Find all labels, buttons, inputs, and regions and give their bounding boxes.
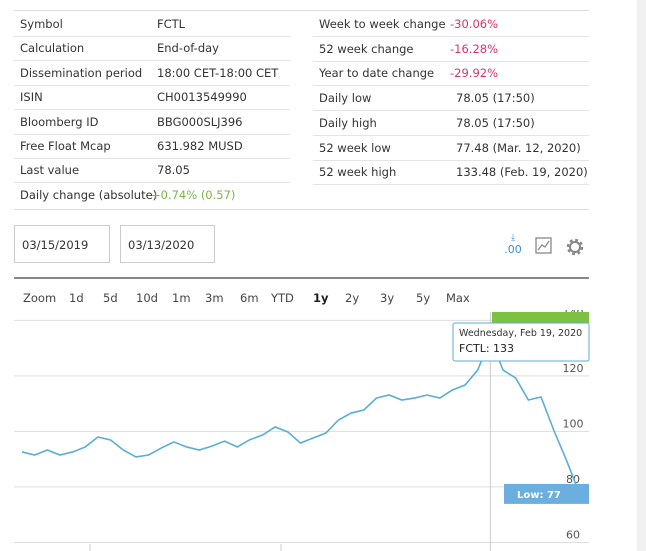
info-value: 133.48 (Feb. 19, 2020) [456, 165, 588, 180]
info-label: Dissemination period [20, 65, 143, 80]
icon-line [537, 240, 550, 251]
info-row: Daily high 78.05 (17:50) [313, 111, 589, 136]
zoom-option[interactable]: YTD [271, 291, 294, 305]
zoom-option[interactable]: 1y [313, 291, 329, 305]
tooltip-date: Wednesday, Feb 19, 2020 [459, 328, 582, 339]
info-label: Last value [20, 163, 80, 178]
info-value: 78.05 [157, 163, 190, 178]
chart-rule [14, 277, 589, 279]
zoom-option[interactable]: 5d [103, 291, 118, 305]
info-value: BBG000SLJ396 [157, 114, 243, 129]
daily-change-value: +0.74% (0.57) [151, 188, 236, 202]
info-row: ISIN CH0013549990 [14, 85, 290, 111]
tooltip-box [452, 322, 590, 362]
info-value: 78.05 (17:50) [456, 115, 535, 130]
low-label-text: Low: 77 [517, 490, 561, 501]
info-label: 52 week high [319, 165, 397, 180]
info-label: Year to date change [319, 66, 435, 81]
info-row: Calculation End-of-day [14, 36, 290, 62]
info-label: Daily low [319, 91, 372, 106]
zoom-option[interactable]: 3y [380, 291, 395, 305]
info-label: Free Float Mcap [20, 139, 111, 153]
decimals-button[interactable]: ⤓ .00 [502, 234, 524, 258]
info-label: Daily high [319, 115, 377, 130]
y-tick-label: 120 [563, 362, 584, 375]
info-row: Dissemination period 18:00 CET-18:00 CET [14, 61, 290, 86]
y-tick-label: 80 [566, 473, 580, 486]
icon-frame [535, 237, 552, 254]
info-label: 52 week low [319, 140, 391, 155]
zoom-option[interactable]: 3m [205, 291, 224, 305]
info-label: Bloomberg ID [20, 114, 99, 129]
info-value: 77.48 (Mar. 12, 2020) [456, 140, 581, 155]
info-value: End-of-day [157, 41, 219, 56]
top-rule [14, 10, 589, 11]
zoom-label: Zoom [23, 291, 57, 305]
info-row: Daily change (absolute) +0.74% (0.57) [14, 183, 290, 207]
info-label: Calculation [20, 41, 85, 56]
info-row: 52 week change -16.28% [313, 37, 589, 62]
info-label: Symbol [20, 17, 63, 31]
low-label-box [504, 483, 589, 504]
date-from-input[interactable]: 03/15/2019 [14, 225, 110, 263]
tooltip-value: FCTL: 133 [459, 342, 514, 355]
section-rule [14, 209, 589, 210]
chart-type-button[interactable] [534, 236, 554, 256]
info-label: 52 week change [319, 41, 414, 56]
zoom-option[interactable]: 10d [136, 291, 158, 305]
info-label: Daily change (absolute) [20, 188, 158, 202]
y-tick-label: 60 [566, 528, 580, 541]
info-value: FCTL [157, 17, 186, 31]
zoom-option[interactable]: 1d [69, 291, 84, 305]
date-to-input[interactable]: 03/13/2020 [120, 225, 215, 263]
zoom-option[interactable]: 6m [240, 291, 259, 305]
info-value: 78.05 (17:50) [456, 91, 535, 106]
info-row: Daily low 78.05 (17:50) [313, 86, 589, 112]
info-row: Last value 78.05 [14, 158, 290, 184]
scrollbar [637, 0, 646, 551]
info-row: Week to week change -30.06% [313, 12, 589, 37]
y-tick-label: 100 [563, 417, 584, 430]
info-value: -29.92% [450, 66, 498, 81]
info-row: 52 week high 133.48 (Feb. 19, 2020) [313, 160, 589, 186]
zoom-option[interactable]: 1m [172, 291, 191, 305]
info-row: Symbol FCTL [14, 12, 290, 37]
decimals-text: .00 [504, 243, 522, 256]
download-arrow: ⤓ [511, 233, 515, 243]
settings-button[interactable] [564, 236, 586, 258]
info-value: CH0013549990 [157, 90, 247, 105]
info-row: 52 week low 77.48 (Mar. 12, 2020) [313, 136, 589, 161]
gear-ring [569, 241, 581, 253]
zoom-option[interactable]: Max [446, 291, 470, 305]
zoom-option[interactable]: 2y [345, 291, 360, 305]
info-value: 18:00 CET-18:00 CET [157, 65, 279, 80]
info-value: -16.28% [450, 41, 498, 56]
info-value: -30.06% [450, 17, 498, 31]
zoom-option[interactable]: 5y [416, 291, 431, 305]
info-value: 631.982 MUSD [157, 139, 243, 153]
info-row: Year to date change -29.92% [313, 61, 589, 87]
info-row: Bloomberg ID BBG000SLJ396 [14, 110, 290, 135]
info-label: Week to week change [319, 17, 446, 31]
gear-teeth [566, 238, 584, 256]
info-row: Free Float Mcap 631.982 MUSD [14, 134, 290, 159]
info-label: ISIN [20, 90, 43, 105]
chart: 6080100120140Wednesday, Feb 19, 2020FCTL… [14, 310, 590, 551]
